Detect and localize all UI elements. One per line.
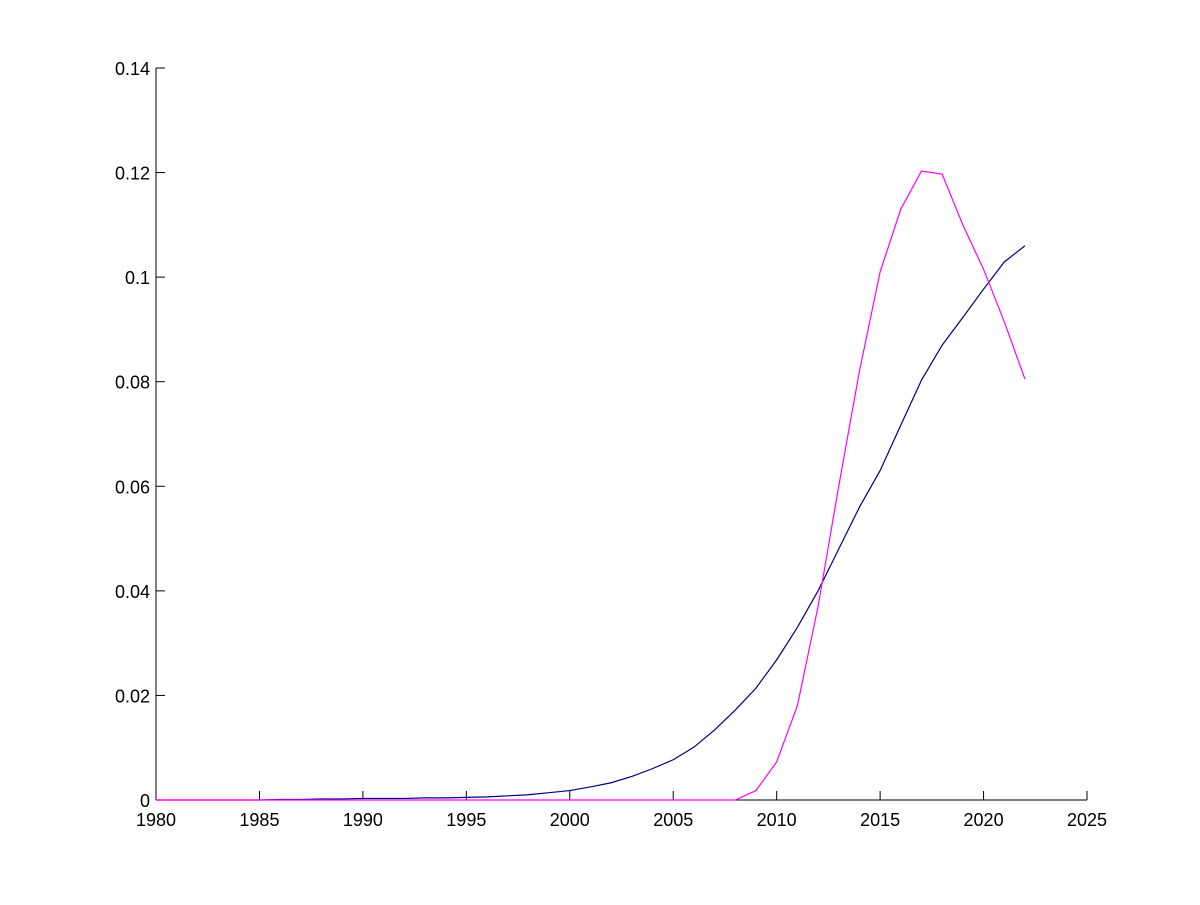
x-tick-label: 2010 — [757, 810, 797, 830]
y-tick-label: 0.02 — [115, 686, 150, 706]
y-tick-label: 0.08 — [115, 373, 150, 393]
y-tick-label: 0.06 — [115, 477, 150, 497]
x-tick-label: 2000 — [550, 810, 590, 830]
x-tick-label: 1980 — [136, 810, 176, 830]
series-line — [156, 170, 1026, 801]
x-tick-label: 1995 — [446, 810, 486, 830]
x-tick-label: 1990 — [343, 810, 383, 830]
x-tick-label: 2025 — [1067, 810, 1107, 830]
x-tick-label: 1985 — [239, 810, 279, 830]
y-tick-label: 0 — [140, 791, 150, 811]
x-tick-label: 2015 — [860, 810, 900, 830]
series-line — [156, 245, 1026, 801]
x-tick-label: 2020 — [964, 810, 1004, 830]
y-tick-label: 0.04 — [115, 582, 150, 602]
x-tick-label: 2005 — [653, 810, 693, 830]
y-tick-label: 0.12 — [115, 164, 150, 184]
y-tick-label: 0.14 — [115, 59, 150, 79]
y-tick-label: 0.1 — [125, 268, 150, 288]
